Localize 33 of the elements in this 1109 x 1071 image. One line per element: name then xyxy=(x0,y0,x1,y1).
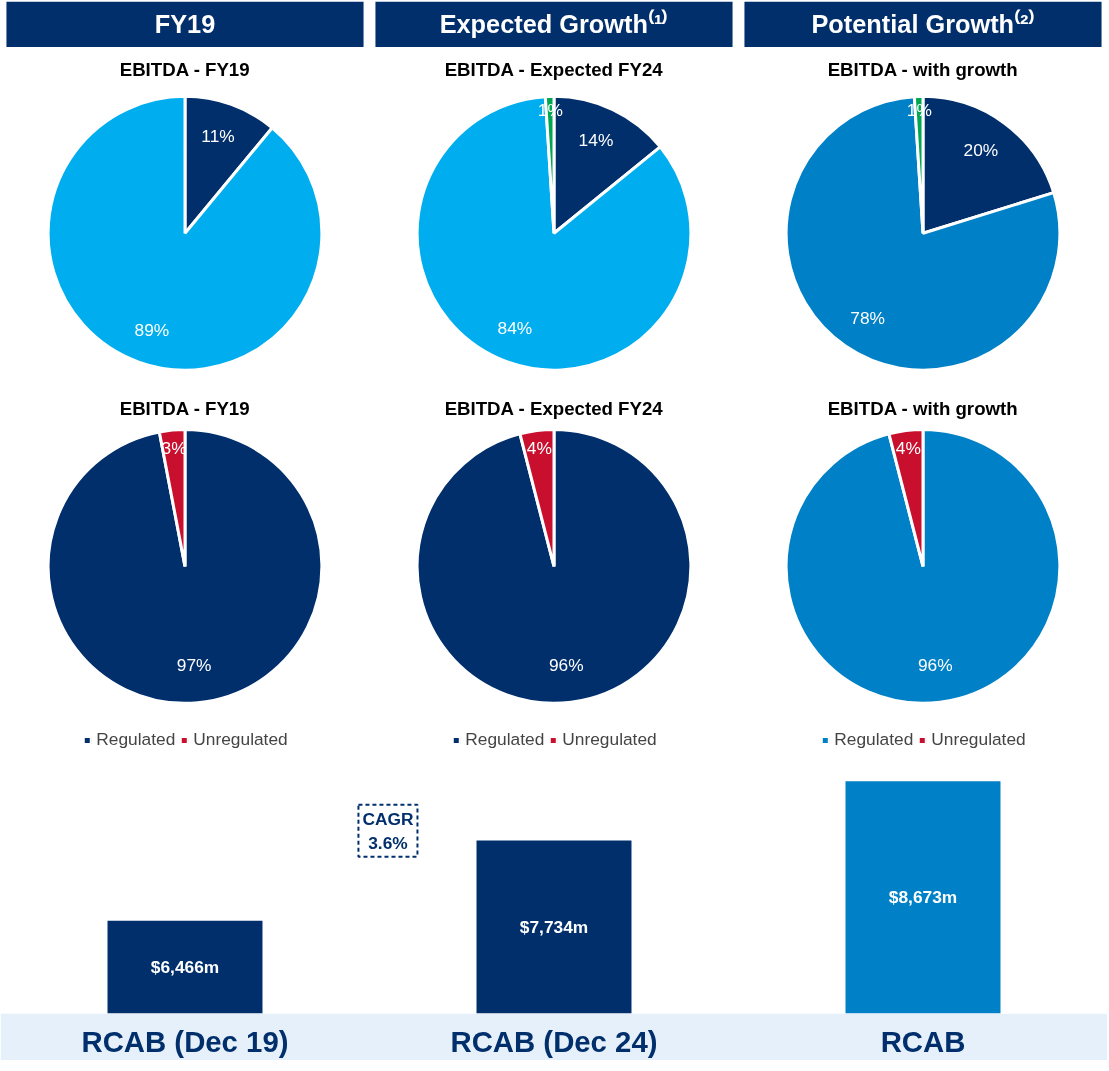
text: FY19 xyxy=(154,10,216,39)
x-tick-label: RCAB (Dec 19) xyxy=(81,1024,289,1058)
legend-label: Regulated xyxy=(465,729,545,750)
x-tick-label: RCAB (Dec 24) xyxy=(450,1024,658,1058)
chart-title: EBITDA - Expected FY24 xyxy=(444,398,664,420)
data-label: $7,734m xyxy=(519,917,589,938)
data-label: 89% xyxy=(134,320,170,341)
data-label: 78% xyxy=(850,308,885,329)
data-label: 11% xyxy=(201,126,235,147)
chart-title: EBITDA - Expected FY24 xyxy=(444,59,664,81)
x-tick-label: RCAB xyxy=(880,1024,966,1058)
data-label: 20% xyxy=(963,140,999,161)
legend-label: Unregulated xyxy=(193,729,288,750)
chart-title: EBITDA - FY19 xyxy=(119,398,250,420)
data-label: 4% xyxy=(895,438,921,459)
chart-title: EBITDA - FY19 xyxy=(119,59,250,81)
annotation: CAGR 3.6% xyxy=(362,808,414,853)
data-label: 96% xyxy=(917,655,953,676)
text: Potential Growth⁽²⁾ xyxy=(811,9,1035,39)
data-label: 97% xyxy=(176,655,212,676)
chart-title: EBITDA - with growth xyxy=(827,398,1018,420)
legend-label: Unregulated xyxy=(931,729,1026,750)
data-label: $8,673m xyxy=(888,887,958,908)
data-label: 4% xyxy=(526,438,552,459)
data-label: $6,466m xyxy=(150,957,220,978)
legend-label: Regulated xyxy=(834,729,914,750)
data-label: 96% xyxy=(548,655,584,676)
chart-title: EBITDA - with growth xyxy=(827,59,1018,81)
text: Expected Growth⁽¹⁾ xyxy=(439,9,669,39)
data-label: 14% xyxy=(578,130,614,151)
legend-label: Regulated xyxy=(96,729,176,750)
legend-label: Unregulated xyxy=(562,729,657,750)
data-label: 84% xyxy=(497,317,533,338)
